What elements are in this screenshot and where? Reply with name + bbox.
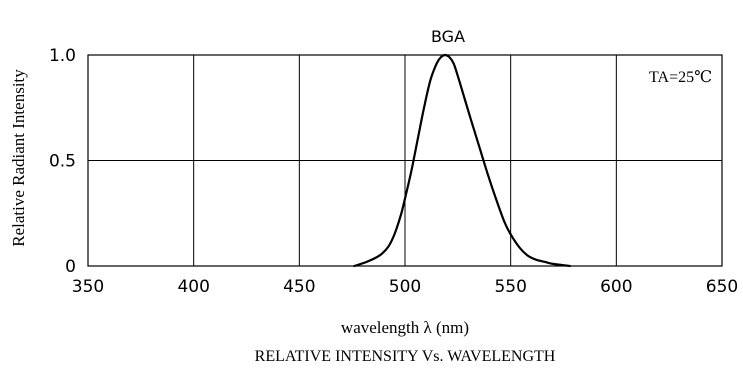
condition-label: TA=25℃: [649, 69, 712, 86]
series-layer: [353, 53, 571, 268]
peak-label: BGA: [431, 27, 465, 46]
x-tick-label: 650: [706, 277, 738, 297]
x-tick-label: 350: [72, 277, 104, 297]
grid-layer: [87, 54, 723, 267]
chart-title: RELATIVE INTENSITY Vs. WAVELENGTH: [255, 348, 556, 365]
y-tick-label: 0: [65, 257, 76, 277]
x-tick-label: 400: [177, 277, 209, 297]
y-tick-label: 1.0: [49, 46, 76, 66]
series-line-bga: [353, 53, 571, 268]
x-axis-title: wavelength λ (nm): [341, 318, 469, 337]
y-axis-title: Relative Radiant Intensity: [9, 69, 28, 247]
x-tick-label: 600: [600, 277, 632, 297]
tick-layer: 350 400 450 500 550 600 650 0 0.5 1.0: [49, 46, 738, 297]
y-tick-label: 0.5: [49, 152, 76, 172]
x-tick-label: 450: [283, 277, 315, 297]
x-tick-label: 550: [494, 277, 526, 297]
x-tick-label: 500: [389, 277, 421, 297]
